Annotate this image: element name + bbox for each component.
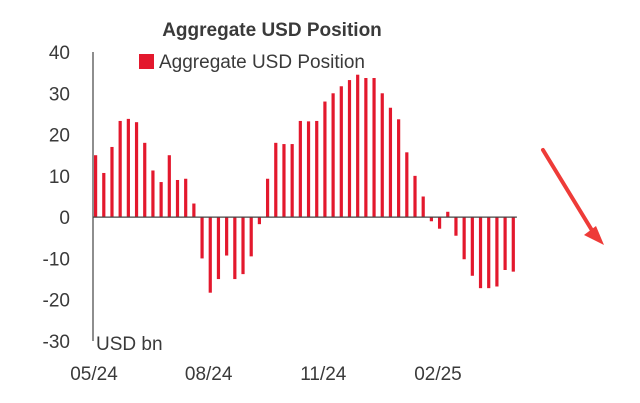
bar bbox=[102, 172, 106, 218]
y-tick-label: -10 bbox=[43, 249, 70, 270]
y-axis-ticks: 40 30 20 10 0 -10 -20 -30 bbox=[43, 43, 70, 353]
x-tick-label: 05/24 bbox=[70, 364, 118, 385]
bar bbox=[241, 217, 245, 275]
bar bbox=[184, 178, 188, 218]
bar bbox=[429, 217, 433, 222]
bar bbox=[110, 146, 114, 218]
x-tick-label: 02/25 bbox=[414, 364, 462, 385]
bar bbox=[503, 217, 507, 270]
bar bbox=[437, 217, 442, 229]
bar bbox=[249, 217, 253, 257]
y-tick-label: -20 bbox=[43, 291, 70, 312]
bar bbox=[143, 142, 147, 218]
bar bbox=[282, 144, 286, 218]
bar bbox=[265, 178, 270, 218]
bar-series bbox=[94, 74, 515, 293]
bar bbox=[208, 217, 212, 293]
bar bbox=[478, 217, 483, 289]
bar bbox=[323, 101, 327, 218]
chart-title: Aggregate USD Position bbox=[162, 20, 382, 41]
unit-label: USD bn bbox=[96, 334, 163, 355]
bar bbox=[192, 203, 196, 218]
x-axis-ticks: 05/24 08/24 11/24 02/25 bbox=[70, 364, 462, 385]
y-tick-label: 10 bbox=[49, 167, 70, 188]
bar bbox=[331, 93, 335, 218]
bar bbox=[388, 107, 393, 218]
bar bbox=[347, 80, 352, 218]
bar bbox=[233, 217, 237, 280]
x-tick-label: 08/24 bbox=[185, 364, 233, 385]
bar bbox=[446, 211, 450, 218]
bar bbox=[511, 217, 515, 272]
y-tick-label: 40 bbox=[49, 43, 70, 64]
bar bbox=[216, 217, 221, 280]
legend-swatch bbox=[139, 54, 154, 69]
bar bbox=[298, 120, 302, 218]
y-tick-label: 20 bbox=[49, 126, 70, 147]
bar bbox=[364, 78, 368, 218]
bar bbox=[487, 217, 491, 289]
bar bbox=[134, 122, 139, 218]
bar bbox=[421, 196, 425, 218]
bar bbox=[405, 152, 409, 218]
bar bbox=[274, 142, 278, 218]
bar bbox=[306, 121, 311, 218]
bar bbox=[175, 179, 180, 218]
arrow-head bbox=[584, 226, 604, 245]
bar bbox=[200, 217, 204, 259]
bar bbox=[126, 118, 130, 218]
bar bbox=[380, 93, 384, 218]
bar bbox=[372, 78, 376, 218]
bar bbox=[339, 86, 343, 218]
bar bbox=[159, 182, 163, 218]
bar bbox=[454, 217, 458, 236]
bar bbox=[462, 217, 466, 260]
arrow-shaft bbox=[541, 148, 595, 234]
legend-label: Aggregate USD Position bbox=[159, 52, 365, 73]
bar bbox=[315, 120, 319, 218]
x-tick-label: 11/24 bbox=[300, 364, 347, 385]
bar bbox=[167, 155, 171, 218]
bar bbox=[118, 120, 122, 218]
bar bbox=[470, 217, 474, 276]
bar bbox=[356, 74, 360, 218]
legend: Aggregate USD Position bbox=[139, 52, 365, 73]
bar bbox=[151, 170, 155, 218]
bar bbox=[290, 144, 294, 218]
y-tick-label: 0 bbox=[59, 208, 70, 229]
bar bbox=[94, 155, 98, 218]
bar bbox=[225, 217, 229, 256]
y-tick-label: 30 bbox=[49, 84, 70, 105]
arrow-down-right-icon bbox=[541, 148, 604, 245]
y-tick-label: -30 bbox=[43, 332, 70, 353]
bar bbox=[413, 175, 417, 218]
bar bbox=[257, 217, 261, 225]
bar bbox=[397, 119, 401, 218]
bar bbox=[495, 217, 499, 287]
